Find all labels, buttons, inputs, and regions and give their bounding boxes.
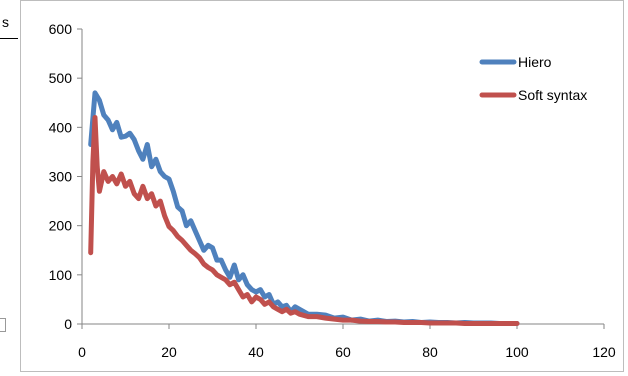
- y-tick-label: 600: [49, 21, 73, 37]
- y-tick-label: 300: [49, 169, 73, 185]
- series-line-1: [88, 115, 520, 326]
- x-tick-label: 40: [248, 344, 264, 360]
- legend-label-1: Soft syntax: [518, 87, 587, 103]
- chart-frame: [20, 0, 624, 372]
- legend-label-0: Hiero: [518, 54, 552, 70]
- y-tick-label: 500: [49, 70, 73, 86]
- left-edge-glyph: s: [2, 14, 9, 30]
- series-line-0: [88, 90, 520, 326]
- x-tick-label: 0: [78, 344, 86, 360]
- y-tick-label: 0: [64, 316, 72, 332]
- y-tick-label: 100: [49, 267, 73, 283]
- y-tick-label: 400: [49, 119, 73, 135]
- x-tick-label: 20: [161, 344, 177, 360]
- x-tick-label: 60: [335, 344, 351, 360]
- plot-area: [88, 90, 520, 326]
- legend: Hiero Soft syntax: [479, 54, 587, 103]
- x-tick-label: 100: [505, 344, 529, 360]
- axes: 0 100 200 300 400 500 600 0 20 40 60 80 100 120: [49, 21, 616, 360]
- left-edge-rule: [0, 38, 18, 39]
- x-tick-label: 80: [422, 344, 438, 360]
- x-tick-label: 120: [592, 344, 616, 360]
- left-edge-fragment: s: [0, 0, 20, 376]
- left-edge-marker: [0, 318, 6, 332]
- y-tick-label: 200: [49, 218, 73, 234]
